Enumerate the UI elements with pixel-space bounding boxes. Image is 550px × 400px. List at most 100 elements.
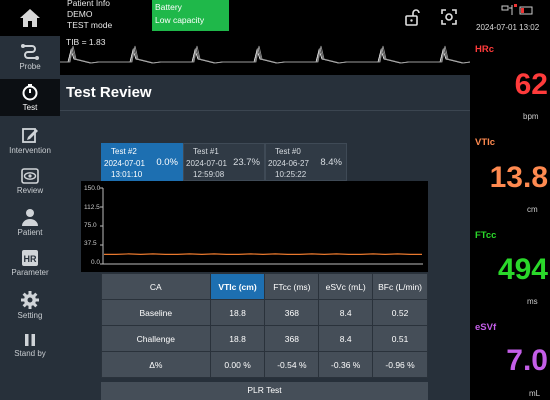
waveform-line [60,48,470,64]
table-cell: 368 [264,299,320,326]
table-cell: 368 [264,325,320,352]
stopwatch-icon [22,84,38,101]
table-row: Baseline 18.8 368 8.4 0.52 [101,299,428,326]
test-date: 2024-07-01 [186,159,227,168]
table-cell: Challenge [101,325,211,352]
nav-intervention[interactable]: Intervention [0,126,60,155]
test-name: Test #0 [275,147,301,156]
patient-info-label: Patient Info [67,0,111,8]
trend-chart [81,181,428,272]
top-bar: Patient Info DEMO TEST mode Battery Low … [0,0,550,36]
title-divider [60,110,470,111]
probe-icon [21,44,39,60]
table-header-bfc[interactable]: BFc (L/min) [372,273,428,300]
test-date: 2024-07-01 [104,159,145,168]
vital-unit-vtic: cm [527,205,538,214]
test-time: 12:59:08 [193,170,225,179]
test-time: 13:01:10 [111,170,143,179]
nav-test-label: Test [22,103,38,112]
table-cell: 0.00 % [209,351,266,378]
test-time: 10:25:22 [275,170,307,179]
y-tick-label: 112.5 [84,204,100,211]
table-header-ca[interactable]: CA [101,273,211,300]
battery-title: Battery [155,2,182,12]
datetime: 2024-07-01 13:02 [476,23,540,32]
table-row: Δ% 0.00 % -0.54 % -0.36 % -0.96 % [101,351,428,378]
table-cell: -0.54 % [264,351,320,378]
test-tab-2[interactable]: Test #2 2024-07-01 13:01:10 0.0% [101,143,183,181]
left-nav: Probe Test Intervention Review Patient [0,36,60,400]
home-button[interactable] [0,0,60,36]
nav-parameter[interactable]: HR Parameter [0,250,60,277]
chart-axes [102,188,423,265]
table-header-vtic[interactable]: VTIc (cm) [209,273,266,300]
y-tick-label: 75.0 [84,222,97,229]
vital-unit-ftcc: ms [527,297,538,306]
vital-name-hrc: HRc [475,44,495,55]
test-date: 2024-06-27 [268,159,309,168]
series-line [104,253,422,256]
table-cell: Baseline [101,299,211,326]
eye-icon [21,168,39,184]
table-cell: -0.96 % [372,351,428,378]
table-header-esvc[interactable]: eSVc (mL) [318,273,374,300]
nav-parameter-label: Parameter [11,268,49,277]
vital-value-esvf: 7.0 [506,344,548,377]
pause-icon [25,334,35,346]
vitals-panel [470,36,550,400]
waveform-trace [60,45,470,64]
test-name: Test #2 [111,147,137,156]
nav-standby[interactable]: Stand by [0,333,60,358]
vital-name-ftcc: FTcc [475,230,497,241]
nav-probe-label: Probe [19,62,41,71]
battery-status: Low capacity [155,15,205,25]
vital-unit-hrc: bpm [523,112,539,121]
nav-setting-label: Setting [17,311,43,320]
table-cell: 8.4 [318,299,374,326]
table-row: Challenge 18.8 368 8.4 0.51 [101,325,428,352]
table-cell: 0.51 [372,325,428,352]
mode-label: TEST mode [67,20,113,30]
y-tick-label: 37.5 [84,240,97,247]
screenshot-icon[interactable] [440,8,458,26]
device-status-icon [501,4,533,15]
y-tick-label: 150.0 [84,185,101,192]
table-cell: 18.8 [209,325,266,352]
vital-unit-esvf: mL [529,389,541,398]
nav-probe[interactable]: Probe [0,42,60,71]
table-cell: 18.8 [209,299,266,326]
table-header-ftcc[interactable]: FTcc (ms) [264,273,320,300]
tib-label: TIB = 1.83 [66,37,106,47]
home-icon [20,9,40,27]
nav-patient-label: Patient [17,228,43,237]
nav-setting[interactable]: Setting [0,291,60,320]
gear-icon [21,291,39,309]
nav-review[interactable]: Review [0,168,60,195]
y-tick-label: 0.0 [91,259,101,266]
test-pct: 0.0% [156,157,178,168]
nav-patient[interactable]: Patient [0,208,60,237]
patient-info[interactable]: Patient Info DEMO TEST mode [67,0,112,31]
nav-standby-label: Stand by [14,349,46,358]
vital-value-ftcc: 494 [497,253,548,286]
unlock-icon[interactable] [403,8,421,26]
vital-name-esvf: eSVf [475,322,497,333]
nav-test[interactable]: Test [0,79,60,116]
waveform-line [60,45,470,64]
test-tab-1[interactable]: Test #1 2024-07-01 12:59:08 23.7% [183,143,265,181]
test-type-label: PLR Test [101,382,428,400]
test-name: Test #1 [193,147,219,156]
nav-intervention-label: Intervention [9,146,51,155]
patient-name: DEMO [67,9,93,19]
test-pct: 8.4% [320,157,342,168]
vital-value-vtic: 13.8 [489,161,548,194]
waveform-line [60,47,470,64]
vital-value-hrc: 62 [514,68,548,101]
edit-icon [22,128,38,143]
nav-review-label: Review [16,186,44,195]
trend-plot [100,187,423,265]
results-table: CA VTIc (cm) FTcc (ms) eSVc (mL) BFc (L/… [101,273,428,378]
test-tab-0[interactable]: Test #0 2024-06-27 10:25:22 8.4% [265,143,347,181]
battery-alert[interactable]: Battery Low capacity [152,0,229,31]
page-title: Test Review [66,84,152,101]
